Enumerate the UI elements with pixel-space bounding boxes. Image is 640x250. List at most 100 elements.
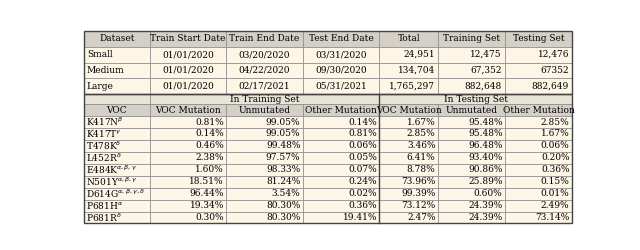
Bar (505, 152, 572, 164)
Bar (227, 212, 303, 224)
Bar (505, 116, 572, 128)
Text: 93.40%: 93.40% (468, 153, 502, 162)
Text: 01/01/2020: 01/01/2020 (162, 66, 214, 75)
Text: 0.07%: 0.07% (348, 165, 377, 174)
Text: 0.20%: 0.20% (541, 153, 570, 162)
Bar (84, 176, 150, 188)
Text: 0.06%: 0.06% (541, 142, 570, 150)
Text: P681H$^{α}$: P681H$^{α}$ (86, 200, 124, 211)
Text: Train End Date: Train End Date (230, 34, 300, 43)
Bar (150, 62, 227, 78)
Bar (150, 176, 227, 188)
Bar (150, 140, 227, 152)
Text: 0.24%: 0.24% (348, 177, 377, 186)
Bar (438, 78, 505, 94)
Bar (438, 140, 505, 152)
Bar (380, 62, 438, 78)
Bar (150, 47, 227, 62)
Text: 98.33%: 98.33% (266, 165, 300, 174)
Text: 0.81%: 0.81% (195, 118, 224, 126)
Text: 6.41%: 6.41% (407, 153, 436, 162)
Bar (227, 200, 303, 211)
Bar (505, 128, 572, 140)
Text: Unmutated: Unmutated (445, 106, 497, 114)
Bar (227, 78, 303, 94)
Bar (505, 62, 572, 78)
Bar (505, 176, 572, 188)
Bar (380, 176, 438, 188)
Text: 67352: 67352 (540, 66, 569, 75)
Bar (227, 140, 303, 152)
Text: 03/20/2020: 03/20/2020 (239, 50, 291, 59)
Text: 99.39%: 99.39% (401, 189, 436, 198)
Bar (303, 128, 380, 140)
Bar (505, 200, 572, 211)
Bar (380, 140, 438, 152)
Bar (150, 212, 227, 224)
Bar (227, 152, 303, 164)
Text: VOC Mutation: VOC Mutation (155, 106, 221, 114)
Text: Total: Total (397, 34, 420, 43)
Bar (438, 200, 505, 211)
Text: 2.85%: 2.85% (541, 118, 570, 126)
Bar (84, 31, 572, 94)
Bar (380, 188, 438, 200)
Text: 18.51%: 18.51% (189, 177, 224, 186)
Bar (84, 116, 150, 128)
Bar (84, 152, 150, 164)
Bar (303, 47, 380, 62)
Bar (380, 104, 438, 116)
Text: Medium: Medium (87, 66, 125, 75)
Bar (303, 116, 380, 128)
Text: Other Mutation: Other Mutation (502, 106, 575, 114)
Text: 01/01/2020: 01/01/2020 (162, 50, 214, 59)
Bar (505, 140, 572, 152)
Text: 12,476: 12,476 (538, 50, 569, 59)
Bar (227, 47, 303, 62)
Bar (438, 188, 505, 200)
Text: 2.38%: 2.38% (195, 153, 224, 162)
Bar (380, 212, 438, 224)
Bar (303, 31, 380, 47)
Bar (438, 164, 505, 176)
Bar (303, 140, 380, 152)
Bar (380, 94, 572, 104)
Text: 81.24%: 81.24% (266, 177, 300, 186)
Text: 12,475: 12,475 (470, 50, 502, 59)
Text: Large: Large (87, 82, 114, 91)
Text: Train Start Date: Train Start Date (150, 34, 226, 43)
Bar (438, 176, 505, 188)
Text: 95.48%: 95.48% (468, 118, 502, 126)
Bar (84, 128, 150, 140)
Text: 2.47%: 2.47% (407, 213, 436, 222)
Bar (380, 128, 438, 140)
Text: Training Set: Training Set (443, 34, 500, 43)
Bar (84, 62, 150, 78)
Bar (438, 47, 505, 62)
Text: N501Y$^{α,β,γ}$: N501Y$^{α,β,γ}$ (86, 176, 138, 188)
Bar (84, 78, 150, 94)
Text: 0.81%: 0.81% (348, 130, 377, 138)
Text: P681R$^{δ}$: P681R$^{δ}$ (86, 211, 122, 224)
Bar (227, 164, 303, 176)
Bar (150, 31, 227, 47)
Text: K417T$^{γ}$: K417T$^{γ}$ (86, 128, 122, 140)
Text: In Training Set: In Training Set (230, 94, 300, 104)
Text: 0.05%: 0.05% (348, 153, 377, 162)
Bar (150, 116, 227, 128)
Bar (84, 188, 150, 200)
Bar (438, 152, 505, 164)
Bar (84, 104, 150, 116)
Text: 0.30%: 0.30% (195, 213, 224, 222)
Text: 67,352: 67,352 (470, 66, 502, 75)
Bar (303, 176, 380, 188)
Text: 96.44%: 96.44% (189, 189, 224, 198)
Text: 80.30%: 80.30% (266, 213, 300, 222)
Bar (505, 78, 572, 94)
Bar (303, 188, 380, 200)
Text: Test End Date: Test End Date (308, 34, 374, 43)
Text: Dataset: Dataset (99, 34, 134, 43)
Bar (438, 116, 505, 128)
Text: 73.14%: 73.14% (535, 213, 570, 222)
Bar (150, 128, 227, 140)
